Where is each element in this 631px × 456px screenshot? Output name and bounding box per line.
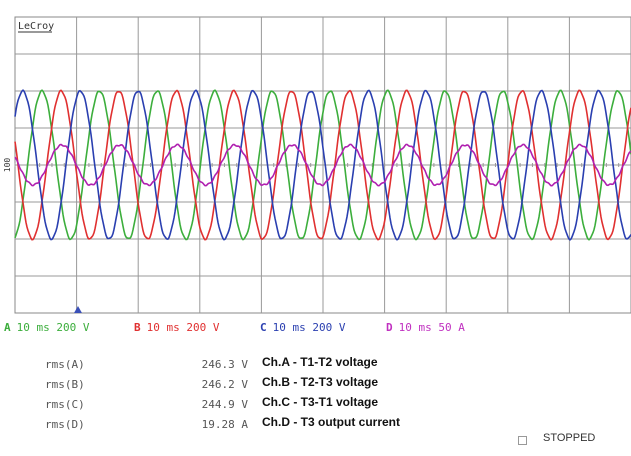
scale: 200 V xyxy=(186,321,219,334)
timebase: 10 ms xyxy=(399,321,432,334)
measurement-label: rms(B) xyxy=(45,378,85,391)
reference-marker: 100 xyxy=(3,158,12,173)
measurement-label: rms(D) xyxy=(45,418,85,431)
scale: 50 A xyxy=(438,321,465,334)
channel-a: A 10 ms 200 V xyxy=(4,321,90,334)
channel-description: Ch.C - T3-T1 voltage xyxy=(262,395,378,409)
channel-description: Ch.D - T3 output current xyxy=(262,415,400,429)
measurement-value: 246.2 V xyxy=(158,378,248,391)
timebase: 10 ms xyxy=(147,321,180,334)
channel-d: D 10 ms 50 A xyxy=(386,321,465,334)
scope-screen: LeCroy 100 A 10 ms 200 V B 10 ms 200 V C 10… xyxy=(0,0,631,456)
timebase: 10 ms xyxy=(273,321,306,334)
scale: 200 V xyxy=(312,321,345,334)
status-indicator xyxy=(518,436,527,445)
channel-id: D xyxy=(386,321,393,334)
channel-id: C xyxy=(260,321,267,334)
scope-display: LeCroy 100 xyxy=(0,0,631,316)
timebase: 10 ms xyxy=(17,321,50,334)
channel-c: C 10 ms 200 V xyxy=(260,321,346,334)
measurement-value: 19.28 A xyxy=(158,418,248,431)
measurement-label: rms(C) xyxy=(45,398,85,411)
measurement-value: 244.9 V xyxy=(158,398,248,411)
measurement-value: 246.3 V xyxy=(158,358,248,371)
scale: 200 V xyxy=(56,321,89,334)
channel-b: B 10 ms 200 V xyxy=(134,321,220,334)
channel-id: A xyxy=(4,321,11,334)
channel-description: Ch.B - T2-T3 voltage xyxy=(262,375,378,389)
measurement-label: rms(A) xyxy=(45,358,85,371)
channel-description: Ch.A - T1-T2 voltage xyxy=(262,355,378,369)
brand: LeCroy xyxy=(18,21,54,32)
channel-id: B xyxy=(134,321,141,334)
status: STOPPED xyxy=(543,432,595,444)
